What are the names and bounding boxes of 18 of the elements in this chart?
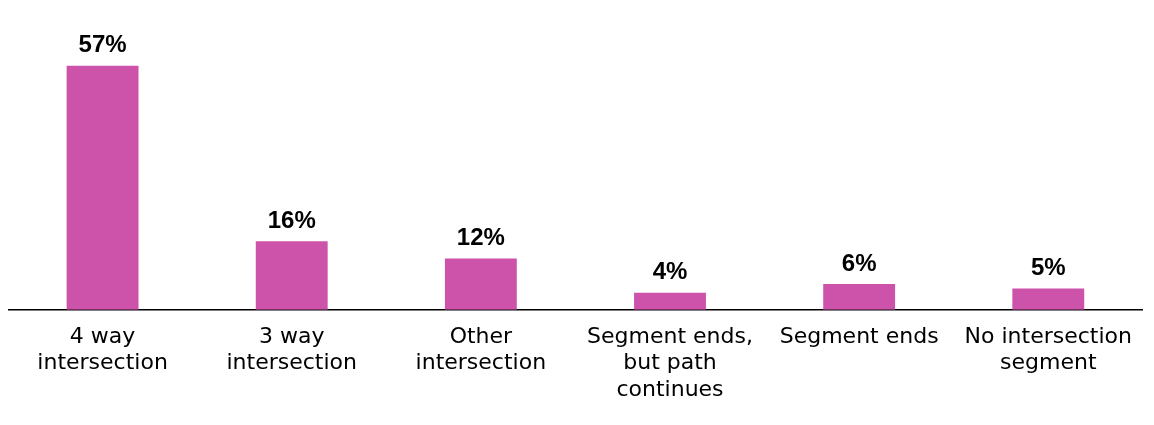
data-label: 6%	[841, 248, 877, 276]
x-tick-label: 3 way intersection	[226, 322, 357, 375]
x-tick-label: Segment ends, but path continues	[587, 322, 753, 401]
data-label: 5%	[1030, 253, 1066, 281]
bar	[823, 284, 896, 310]
bar	[255, 241, 328, 310]
x-tick-label: No intersection segment	[964, 322, 1132, 375]
x-tick-label: 4 way intersection	[37, 322, 168, 375]
data-label: 12%	[456, 223, 505, 251]
x-tick-label: Segment ends	[779, 322, 939, 348]
bar	[66, 65, 139, 310]
bar	[1012, 288, 1085, 310]
data-label: 57%	[78, 30, 127, 58]
bar	[634, 292, 706, 310]
data-label: 16%	[267, 205, 316, 233]
data-label: 4%	[652, 257, 688, 285]
x-tick-label: Other intersection	[415, 322, 547, 375]
bar	[444, 258, 517, 310]
